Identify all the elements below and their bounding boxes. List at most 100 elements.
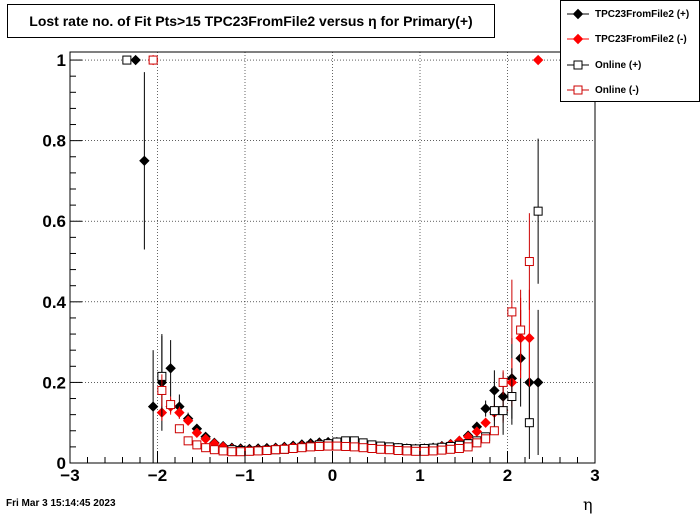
- data-point: [481, 434, 491, 444]
- legend-marker: [572, 33, 584, 45]
- chart-title: Lost rate no. of Fit Pts>15 TPC23FromFil…: [7, 4, 495, 38]
- legend-marker-online-neg: [567, 85, 589, 95]
- data-point: [428, 446, 438, 456]
- x-tick-label: 1: [415, 466, 424, 485]
- data-point: [191, 427, 203, 438]
- data-point: [341, 441, 351, 451]
- legend-marker: [573, 85, 583, 95]
- data-point: [507, 392, 517, 402]
- legend-entry-online-neg: Online (-): [561, 81, 700, 101]
- data-point: [524, 418, 534, 428]
- data-point: [376, 444, 386, 454]
- data-point: [489, 426, 499, 436]
- data-point: [166, 400, 176, 410]
- data-point: [244, 446, 254, 456]
- data-point: [209, 445, 219, 455]
- data-point: [157, 385, 167, 395]
- data-point: [306, 442, 316, 452]
- data-point: [532, 377, 544, 388]
- data-point: [288, 443, 298, 453]
- data-point: [262, 446, 272, 456]
- data-point: [533, 206, 543, 216]
- data-point: [402, 446, 412, 456]
- data-point: [524, 257, 534, 267]
- x-tick-label: 3: [590, 466, 599, 485]
- data-point: [182, 415, 194, 426]
- series-0: [130, 54, 544, 463]
- data-point: [480, 403, 491, 414]
- legend-marker-tpc-pos: [567, 8, 589, 20]
- data-point: [139, 155, 150, 167]
- data-point: [411, 446, 421, 456]
- data-point: [174, 424, 184, 434]
- data-point: [174, 407, 185, 418]
- data-point: [332, 441, 342, 451]
- data-point: [314, 441, 324, 451]
- data-point: [183, 436, 193, 446]
- legend-entry-tpc-pos: TPC23FromFile2 (+): [561, 5, 700, 25]
- series-3: [148, 55, 534, 457]
- data-point: [297, 443, 307, 453]
- data-point: [419, 446, 429, 456]
- data-point: [480, 417, 491, 428]
- data-point: [165, 363, 176, 374]
- data-point: [516, 325, 526, 335]
- data-point: [498, 377, 508, 387]
- data-point: [122, 55, 132, 65]
- data-point: [472, 438, 482, 448]
- data-point: [323, 441, 333, 451]
- data-point: [524, 332, 535, 344]
- data-series: [122, 54, 544, 463]
- y-tick-label: 0.8: [42, 132, 66, 151]
- data-point: [201, 443, 211, 453]
- data-point: [384, 445, 394, 455]
- legend-label-tpc-neg: TPC23FromFile2 (-): [595, 34, 687, 45]
- data-point: [148, 55, 158, 65]
- plot-frame: [69, 51, 596, 464]
- data-point: [227, 447, 237, 457]
- legend-marker: [573, 60, 583, 70]
- legend-entry-online-pos: Online (+): [561, 56, 700, 76]
- data-point: [349, 442, 359, 452]
- data-point: [253, 446, 263, 456]
- date-stamp: Fri Mar 3 15:14:45 2023: [6, 498, 116, 509]
- legend-label-tpc-pos: TPC23FromFile2 (+): [595, 9, 690, 20]
- x-tick-label: 0: [328, 466, 337, 485]
- data-point: [367, 443, 377, 453]
- x-tick-label: 2: [503, 466, 512, 485]
- x-tick-label: −1: [235, 466, 254, 485]
- data-point: [192, 440, 202, 450]
- y-tick-label: 1: [57, 51, 66, 70]
- legend-marker-tpc-neg: [567, 33, 589, 45]
- data-point: [236, 447, 246, 457]
- axes: −3 −2 −1 0 1 2 3 0 0.2 0.4 0.6 0.8 1: [42, 51, 599, 485]
- data-point: [489, 406, 499, 416]
- y-tick-label: 0: [57, 454, 66, 473]
- data-point: [147, 401, 159, 412]
- data-point: [437, 445, 447, 455]
- data-point: [271, 445, 281, 455]
- y-tick-label: 0.4: [42, 293, 66, 312]
- legend-entry-tpc-neg: TPC23FromFile2 (-): [561, 30, 700, 50]
- legend: TPC23FromFile2 (+) TPC23FromFile2 (-) On…: [560, 0, 700, 102]
- data-point: [130, 54, 141, 66]
- data-point: [393, 446, 403, 456]
- data-point: [279, 444, 289, 454]
- data-point: [218, 446, 228, 456]
- grid: [70, 52, 595, 463]
- legend-marker: [572, 8, 584, 20]
- legend-label-online-neg: Online (-): [595, 85, 639, 96]
- data-point: [507, 307, 517, 317]
- data-point: [358, 443, 368, 453]
- data-point: [471, 426, 483, 437]
- series-1: [147, 54, 544, 456]
- y-tick-label: 0.6: [42, 212, 66, 231]
- x-tick-label: −3: [60, 466, 79, 485]
- data-point: [498, 406, 508, 416]
- x-tick-label: −2: [148, 466, 167, 485]
- series-2: [122, 55, 543, 459]
- legend-label-online-pos: Online (+): [595, 60, 642, 71]
- y-tick-label: 0.2: [42, 373, 66, 392]
- data-point: [446, 444, 456, 454]
